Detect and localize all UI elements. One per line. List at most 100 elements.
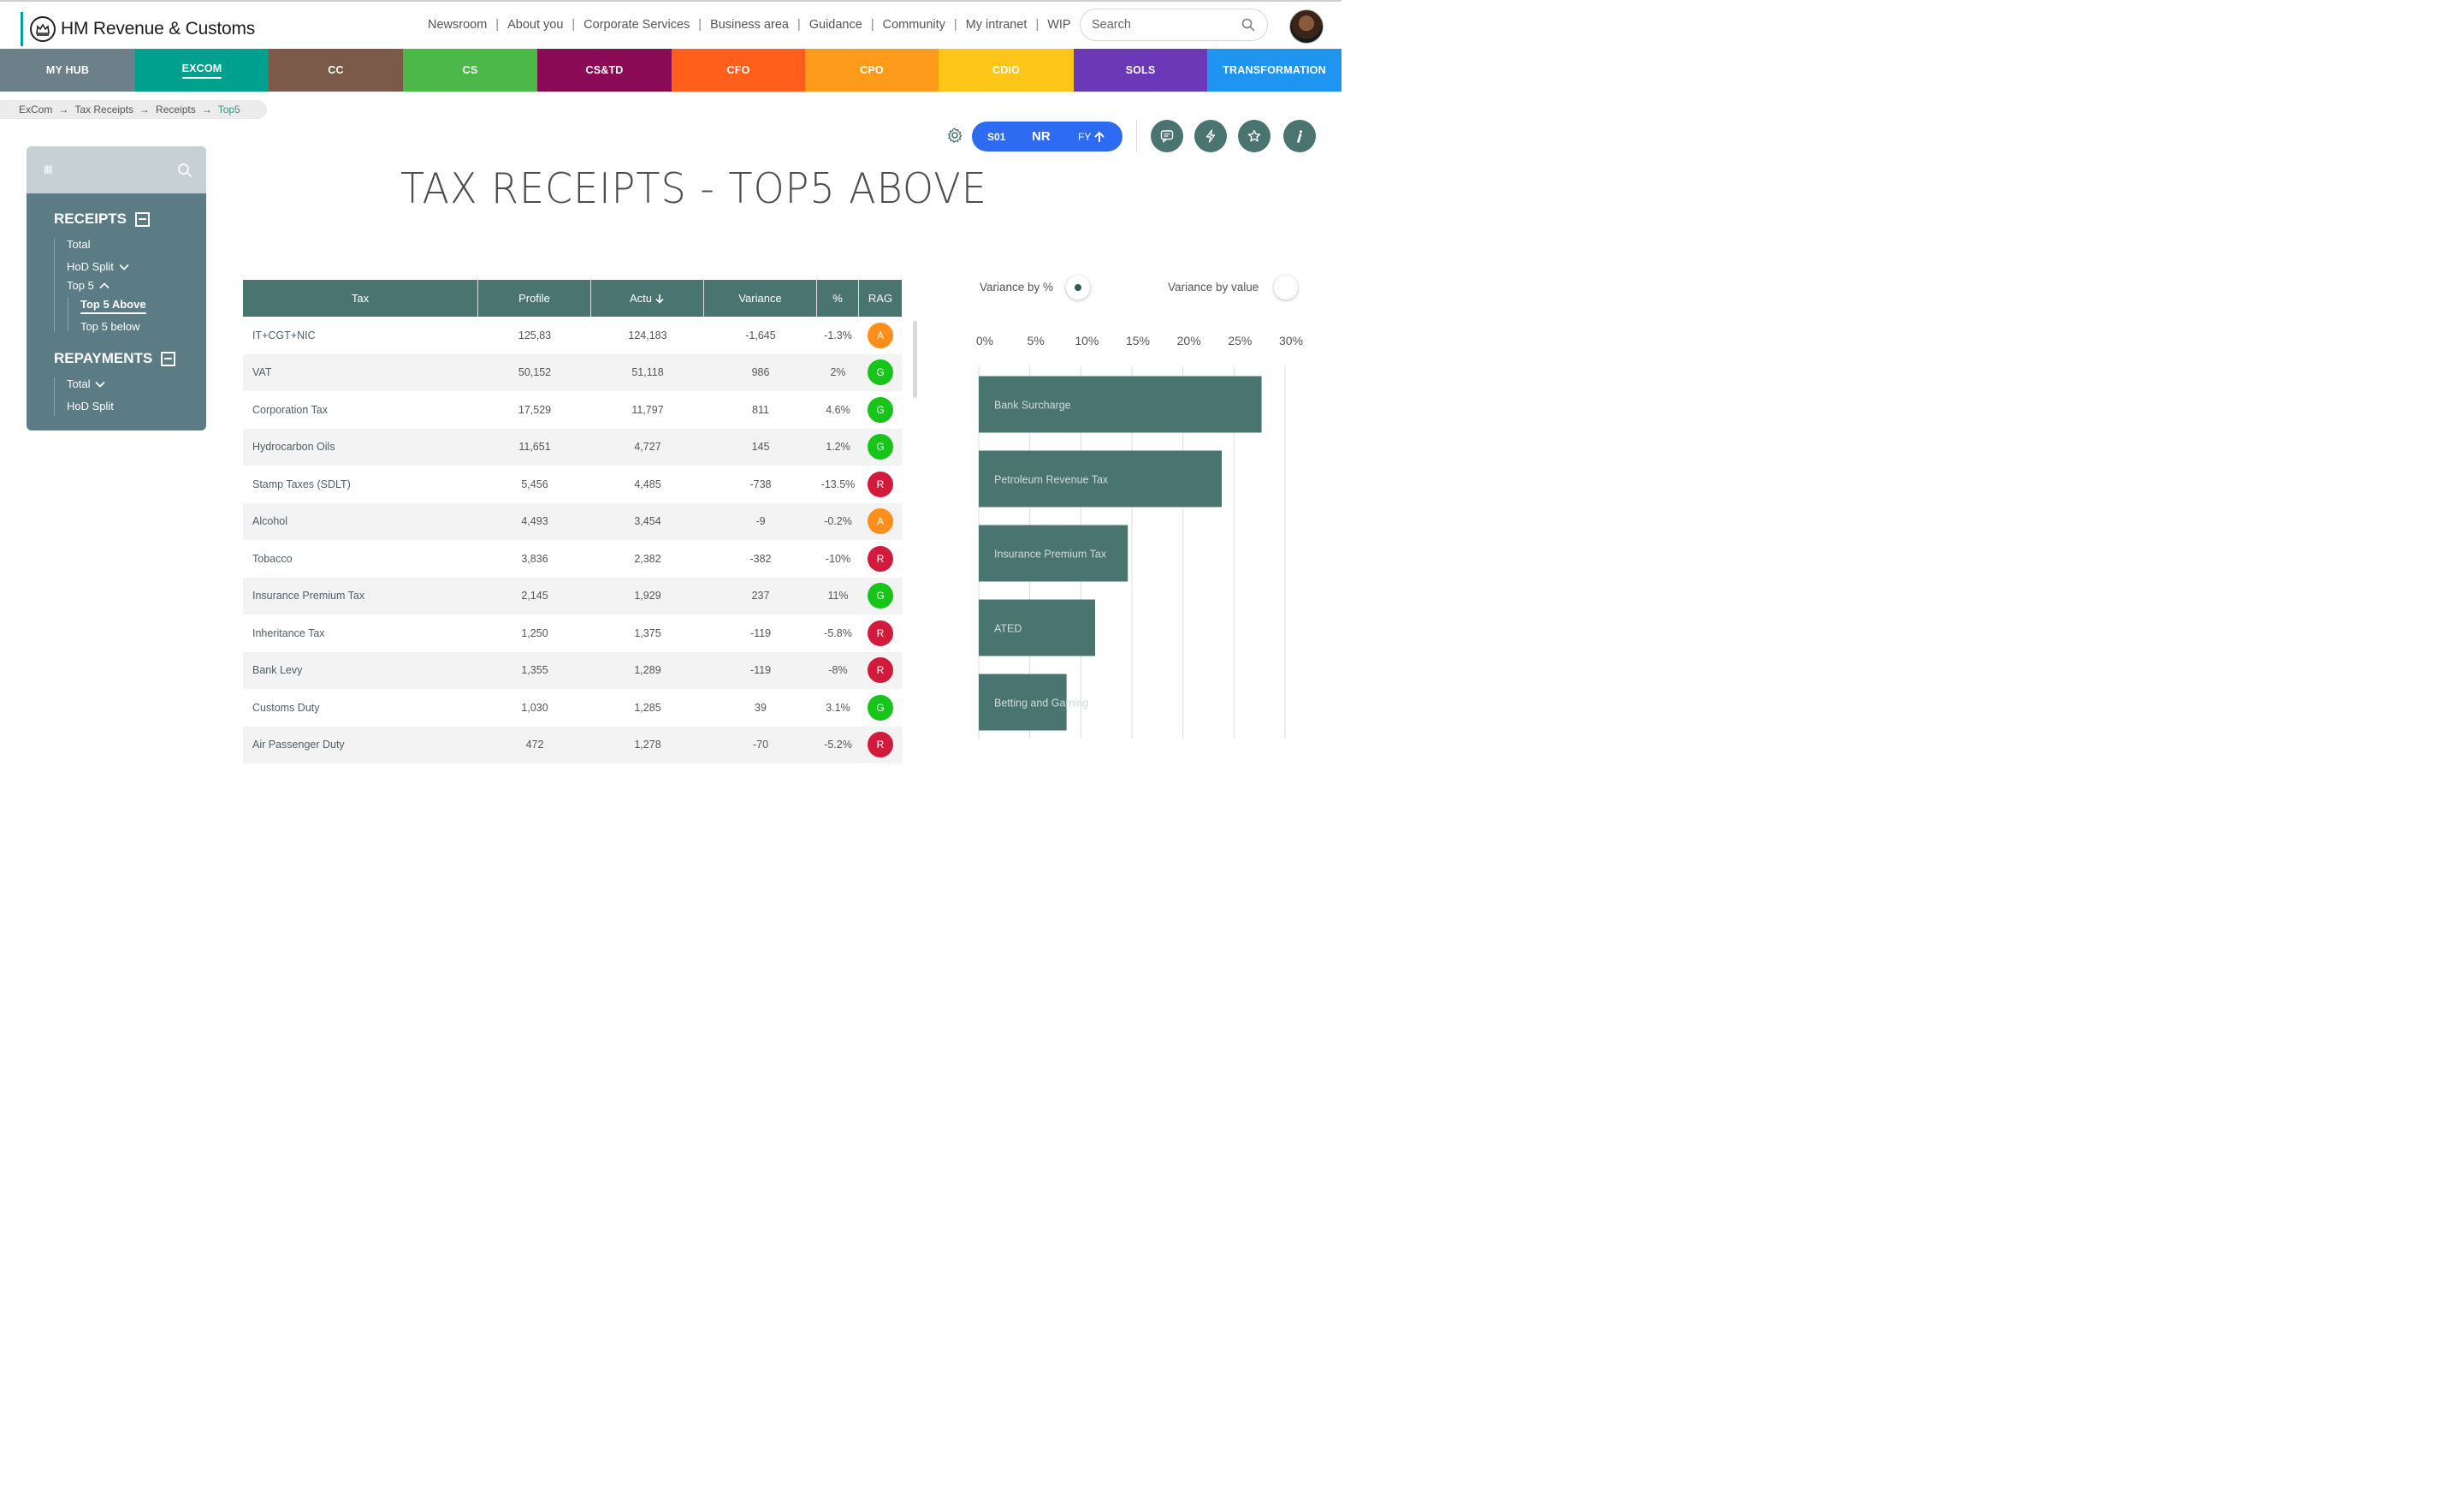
breadcrumb-excom[interactable]: ExCom [19, 104, 53, 116]
gear-icon[interactable] [946, 127, 963, 144]
bar[interactable] [979, 376, 1262, 433]
period-s01[interactable]: S01 [987, 130, 1006, 143]
nav-about-you[interactable]: About you [507, 18, 564, 32]
sidebar-menu: |||||| RECEIPTS Total HoD Split Top 5 To… [27, 146, 206, 430]
division-tab-transformation[interactable]: TRANSFORMATION [1207, 49, 1342, 92]
flash-button[interactable] [1194, 120, 1227, 152]
cell-tax: Alcohol [252, 515, 287, 528]
sidebar-item-repayments-hod-split[interactable]: HoD Split [67, 400, 114, 413]
period-selector[interactable]: S01 NR FY [972, 122, 1122, 151]
bar[interactable] [979, 525, 1128, 582]
column-header-pct[interactable]: % [817, 280, 859, 317]
table-row[interactable]: VAT 50,152 51,118 986 2% G [243, 353, 902, 391]
nav-corporate-services[interactable]: Corporate Services [583, 18, 690, 32]
table-row[interactable]: Hydrocarbon Oils 11,651 4,727 145 1.2% G [243, 428, 902, 466]
breadcrumb-receipts[interactable]: Receipts [156, 104, 196, 116]
search-icon[interactable] [177, 163, 192, 178]
table-row[interactable]: Customs Duty 1,030 1,285 39 3.1% G [243, 689, 902, 727]
table-row[interactable]: Insurance Premium Tax 2,145 1,929 237 11% G [243, 577, 902, 614]
section-repayments[interactable]: REPAYMENTS [54, 350, 176, 367]
division-tabs: MY HUB EXCOM CC CS CS&TD CFO CPO CDIO SOLS TRANSF… [0, 49, 1342, 92]
section-receipts-title: RECEIPTS [54, 211, 127, 227]
bar[interactable] [979, 674, 1067, 731]
cell-profile: 2,145 [521, 590, 548, 603]
sidebar-item-repayments-total[interactable]: Total [67, 377, 106, 390]
sort-down-icon[interactable] [654, 294, 665, 304]
cell-rag: G [859, 396, 902, 423]
toggle-variance-pct[interactable] [1066, 276, 1090, 300]
comment-icon [1160, 130, 1174, 143]
cell-actual: 4,727 [634, 441, 661, 454]
nav-my-intranet[interactable]: My intranet [965, 18, 1028, 32]
sidebar-search-bar[interactable]: |||||| [27, 146, 206, 193]
division-tab-excom[interactable]: EXCOM [135, 49, 269, 92]
column-header-rag[interactable]: RAG [859, 280, 902, 317]
breadcrumb-tax-receipts[interactable]: Tax Receipts [74, 104, 134, 116]
bar[interactable] [979, 599, 1096, 656]
rag-status-badge: A [868, 508, 893, 535]
sidebar-item-top5-above[interactable]: Top 5 Above [80, 298, 146, 314]
table-row[interactable]: Air Passenger Duty 472 1,278 -70 -5.2% R [243, 726, 902, 763]
toggle-selected-dot [1075, 284, 1081, 291]
info-button[interactable] [1283, 120, 1316, 152]
cell-tax: VAT [252, 366, 272, 379]
top-navigation: Newsroom | About you | Corporate Services |… [423, 18, 1076, 32]
nav-community[interactable]: Community [882, 18, 945, 32]
division-tab-cc[interactable]: CC [269, 49, 403, 92]
column-header-profile[interactable]: Profile [478, 280, 591, 317]
search-input[interactable] [1092, 18, 1229, 32]
cell-actual: 2,382 [634, 552, 661, 565]
star-icon [1247, 129, 1261, 142]
sidebar-item-hod-split[interactable]: HoD Split [67, 260, 129, 273]
cell-variance: -1,645 [745, 329, 776, 341]
nav-guidance[interactable]: Guidance [808, 18, 862, 32]
period-fy[interactable]: FY [1078, 131, 1105, 143]
favourite-button[interactable] [1238, 120, 1270, 152]
collapse-icon[interactable] [161, 351, 176, 366]
division-tab-my-hub[interactable]: MY HUB [0, 49, 135, 92]
info-icon [1297, 130, 1303, 143]
cell-pct: -5.2% [824, 739, 852, 751]
table-row[interactable]: Alcohol 4,493 3,454 -9 -0.2% A [243, 502, 902, 540]
table-scrollbar[interactable] [913, 321, 917, 398]
sidebar-item-top5-below[interactable]: Top 5 below [80, 320, 139, 333]
division-tab-label: CS [462, 64, 478, 76]
cell-tax: IT+CGT+NIC [252, 329, 316, 341]
column-label: Actu [629, 292, 652, 305]
table-row[interactable]: Tobacco 3,836 2,382 -382 -10% R [243, 540, 902, 578]
search-box[interactable] [1080, 9, 1268, 41]
cell-rag: G [859, 583, 902, 609]
user-avatar[interactable] [1289, 9, 1324, 44]
nav-wip[interactable]: WIP [1047, 18, 1071, 32]
nav-business-area[interactable]: Business area [710, 18, 789, 32]
division-tab-cs-td[interactable]: CS&TD [537, 49, 672, 92]
toggle-variance-value[interactable] [1274, 276, 1298, 300]
rag-status-badge: G [868, 359, 893, 386]
rag-status-badge: G [868, 396, 893, 423]
division-tab-sols[interactable]: SOLS [1074, 49, 1207, 92]
tree-line [54, 238, 55, 332]
division-tab-cfo[interactable]: CFO [672, 49, 805, 92]
division-tab-cdio[interactable]: CDIO [939, 49, 1074, 92]
division-tab-cs[interactable]: CS [403, 49, 537, 92]
bar[interactable] [979, 450, 1223, 508]
table-row[interactable]: Corporation Tax 17,529 11,797 811 4.6% G [243, 391, 902, 429]
section-receipts[interactable]: RECEIPTS [54, 211, 151, 228]
comment-button[interactable] [1151, 120, 1183, 152]
cell-pct: 11% [827, 590, 849, 603]
table-row[interactable]: Stamp Taxes (SDLT) 5,456 4,485 -738 -13.5% R [243, 466, 902, 503]
nav-newsroom[interactable]: Newsroom [428, 18, 488, 32]
column-header-actual[interactable]: Actu [591, 280, 704, 317]
period-nr[interactable]: NR [1032, 129, 1051, 144]
sidebar-item-top5[interactable]: Top 5 [67, 279, 110, 292]
table-row[interactable]: IT+CGT+NIC 125,83 124,183 -1,645 -1.3% A [243, 317, 902, 354]
column-header-variance[interactable]: Variance [704, 280, 817, 317]
column-header-tax[interactable]: Tax [243, 280, 478, 317]
table-row[interactable]: Inheritance Tax 1,250 1,375 -119 -5.8% R [243, 614, 902, 652]
sidebar-item-total[interactable]: Total [67, 238, 90, 251]
division-tab-cpo[interactable]: CPO [805, 49, 939, 92]
search-icon[interactable] [1241, 18, 1255, 32]
brand-logo[interactable]: HM Revenue & Customs [21, 12, 255, 46]
collapse-icon[interactable] [135, 211, 151, 227]
table-row[interactable]: Bank Levy 1,355 1,289 -119 -8% R [243, 651, 902, 689]
